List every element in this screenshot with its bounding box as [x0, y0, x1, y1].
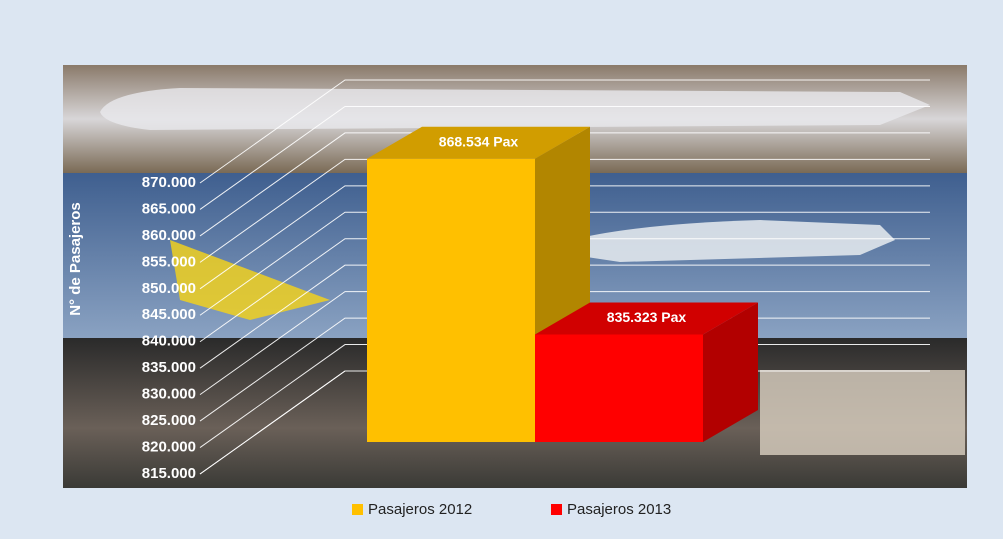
- grid-line: [199, 264, 930, 369]
- data-label: 868.534 Pax: [439, 133, 519, 149]
- grid-line: [199, 185, 930, 290]
- y-tick-label: 870.000: [142, 174, 196, 191]
- airplane: [540, 220, 895, 262]
- y-tick-label: 835.000: [142, 359, 196, 376]
- data-label: 835.323 Pax: [607, 309, 687, 325]
- bar: [367, 158, 535, 442]
- legend-swatch: [551, 504, 562, 515]
- y-tick-label: 860.000: [142, 227, 196, 244]
- bar-side: [703, 302, 758, 442]
- y-tick-label: 850.000: [142, 280, 196, 297]
- y-tick-label: 840.000: [142, 333, 196, 350]
- y-tick-label: 830.000: [142, 386, 196, 403]
- grid-line: [199, 238, 930, 343]
- airplane: [100, 88, 930, 130]
- grid-line: [199, 132, 930, 237]
- y-tick-label: 855.000: [142, 253, 196, 270]
- grid-line: [199, 158, 930, 263]
- y-tick-label: 820.000: [142, 439, 196, 456]
- bar: [535, 334, 703, 442]
- y-tick-label: 865.000: [142, 200, 196, 217]
- jet-bridge: [760, 370, 965, 455]
- grid-line: [199, 211, 930, 316]
- legend-label: Pasajeros 2012: [368, 501, 472, 518]
- y-tick-label: 845.000: [142, 306, 196, 323]
- grid-line: [199, 105, 930, 210]
- axis-line: [199, 370, 346, 475]
- y-axis-label: N° de Pasajeros: [67, 202, 84, 316]
- legend-label: Pasajeros 2013: [567, 501, 671, 518]
- y-tick-label: 825.000: [142, 412, 196, 429]
- bar-top: [535, 302, 758, 335]
- grid-line: [199, 291, 930, 396]
- bar-top: [367, 126, 590, 159]
- grid-line: [199, 79, 930, 184]
- legend-swatch: [352, 504, 363, 515]
- y-tick-label: 815.000: [142, 465, 196, 482]
